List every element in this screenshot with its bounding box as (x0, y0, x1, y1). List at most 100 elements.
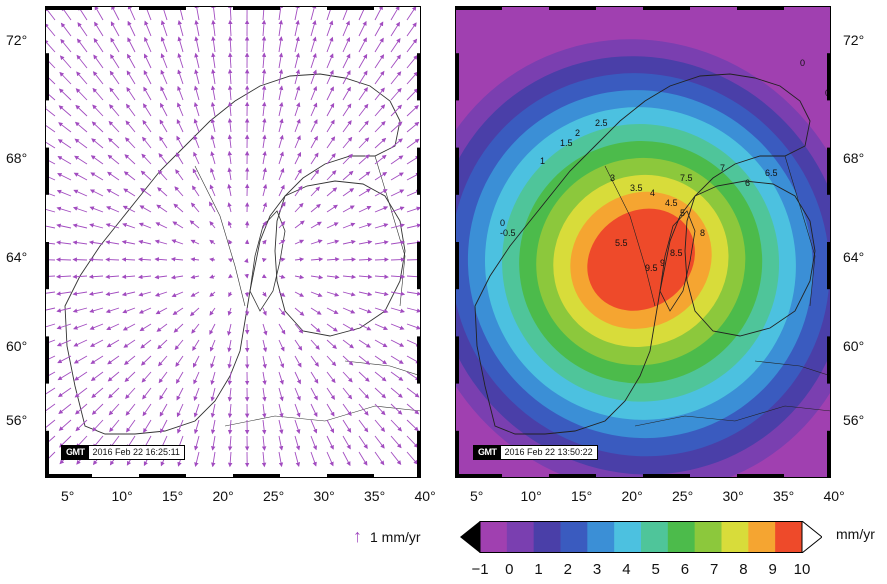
colorbar-max-triangle (801, 521, 822, 553)
velocity-arrow (56, 240, 72, 245)
velocity-arrow (278, 435, 284, 451)
velocity-arrow (107, 154, 120, 165)
velocity-arrow (109, 70, 120, 85)
velocity-arrow (56, 223, 72, 229)
contour-label: 7.5 (680, 173, 693, 183)
velocity-arrow (73, 355, 88, 364)
velocity-arrow (358, 355, 371, 365)
velocity-arrow (171, 291, 184, 298)
velocity-arrow (209, 291, 216, 297)
velocity-arrow (156, 323, 168, 332)
velocity-arrow (406, 71, 419, 85)
velocity-arrow (310, 371, 319, 384)
velocity-arrow (374, 70, 385, 85)
gmt-timestamp-left: GMT 2016 Feb 22 16:25:11 (61, 445, 185, 460)
velocity-arrow (326, 136, 336, 149)
coast-south-baltic (224, 405, 421, 427)
velocity-arrow (358, 120, 369, 133)
velocity-arrow (278, 167, 285, 181)
velocity-arrow (390, 371, 404, 381)
velocity-arrow (262, 118, 267, 133)
velocity-arrow (57, 387, 72, 398)
frame-tick-right (417, 147, 421, 195)
frame-tick-left (45, 336, 49, 384)
velocity-arrow (342, 419, 352, 433)
velocity-arrow (262, 220, 267, 229)
velocity-arrow (193, 419, 200, 435)
velocity-arrow (358, 339, 371, 348)
contour-label: 7 (720, 163, 725, 173)
velocity-arrow (358, 103, 369, 117)
velocity-arrow (227, 451, 233, 468)
frame-tick-right (417, 53, 421, 101)
velocity-arrow (390, 387, 403, 398)
velocity-arrow (72, 240, 88, 245)
velocity-arrow (109, 104, 120, 117)
velocity-arrow (262, 183, 268, 197)
velocity-arrow (160, 419, 168, 434)
velocity-arrow (76, 71, 88, 85)
contour-label: 0 (800, 58, 805, 68)
velocity-arrow (342, 274, 357, 280)
velocity-arrow (76, 54, 88, 69)
velocity-arrow (105, 257, 120, 262)
velocity-arrow (191, 323, 200, 334)
velocity-arrow (227, 339, 232, 353)
velocity-arrow (105, 307, 120, 314)
velocity-arrow (326, 307, 339, 314)
colorbar-frame (479, 521, 803, 553)
velocity-arrow (310, 274, 324, 280)
contour-label: 9 (660, 258, 665, 268)
velocity-arrow (124, 154, 136, 165)
velocity-arrow (138, 291, 152, 297)
velocity-arrow (94, 6, 104, 21)
uplift-contour-band (587, 208, 695, 311)
velocity-arrow (88, 240, 104, 245)
velocity-arrow (342, 136, 353, 149)
border-norway-sweden (604, 165, 656, 307)
velocity-arrow (45, 23, 56, 37)
velocity-arrow (190, 274, 200, 280)
velocity-arrow (56, 274, 72, 279)
velocity-arrow (390, 138, 403, 149)
contour-label: 9.5 (645, 263, 658, 273)
velocity-arrow (177, 36, 184, 53)
velocity-arrow (358, 257, 373, 262)
velocity-arrow (158, 355, 168, 367)
velocity-arrow (278, 101, 284, 117)
velocity-arrow (406, 22, 417, 37)
velocity-arrow (294, 451, 301, 467)
velocity-arrow (121, 240, 136, 245)
velocity-arrow (173, 323, 184, 333)
lon-tick-label: 35° (773, 488, 795, 504)
velocity-arrow (123, 339, 136, 348)
velocity-arrow (294, 307, 305, 316)
velocity-arrow (358, 403, 369, 416)
velocity-arrow (176, 371, 184, 384)
colorbar-unit: mm/yr (836, 526, 875, 542)
velocity-arrow (160, 20, 168, 37)
velocity-arrow (294, 52, 300, 69)
velocity-arrow (142, 136, 152, 149)
gmt-timestamp-right: GMT 2016 Feb 22 13:50:22 (473, 445, 598, 460)
velocity-arrow (326, 403, 335, 417)
velocity-arrow (194, 36, 200, 53)
velocity-arrow (177, 85, 184, 101)
velocity-arrow (390, 323, 405, 330)
velocity-arrow (159, 136, 168, 149)
velocity-arrow (210, 151, 216, 165)
velocity-arrow (374, 223, 389, 229)
velocity-arrow (294, 257, 305, 262)
lon-tick-label: 40° (414, 488, 436, 504)
velocity-arrow (106, 323, 120, 331)
contour-label: 0 (500, 218, 505, 228)
velocity-arrow (228, 19, 233, 37)
velocity-arrow (294, 291, 305, 297)
velocity-arrow (89, 206, 104, 213)
velocity-arrow (105, 274, 120, 279)
velocity-arrow (342, 20, 350, 37)
frame-tick-right (827, 147, 831, 195)
velocity-arrow (262, 291, 267, 298)
velocity-arrow (92, 71, 104, 85)
frame-tick-bottom (139, 474, 186, 478)
